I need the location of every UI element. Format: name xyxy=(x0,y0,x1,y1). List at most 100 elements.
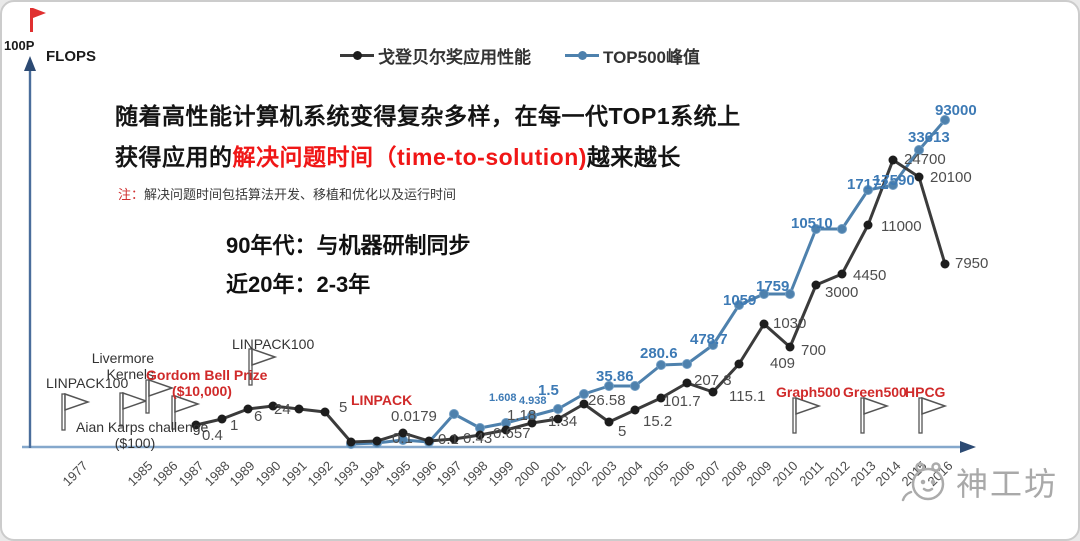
data-point-gordon-bell xyxy=(501,425,511,435)
data-point-gordon-bell xyxy=(372,436,382,446)
legend-marker-black-icon xyxy=(340,51,374,60)
value-label-top500: 93000 xyxy=(935,102,977,119)
data-point-top500 xyxy=(449,409,459,419)
series-line-top500 xyxy=(350,119,947,446)
data-point-top500 xyxy=(553,404,563,414)
data-point-gordon-bell xyxy=(217,414,227,424)
value-label-gordon-bell: 5 xyxy=(339,399,348,416)
data-point-top500 xyxy=(682,359,692,369)
value-label-gordon-bell: 207.3 xyxy=(694,372,732,389)
data-point-gordon-bell xyxy=(320,407,330,417)
milestone-label: LINPACK100 xyxy=(232,336,315,352)
value-label-gordon-bell: 1030 xyxy=(773,315,807,332)
milestone-label: LINPACK xyxy=(351,392,413,408)
x-axis-arrow-icon xyxy=(960,441,976,453)
value-label-gordon-bell: 3000 xyxy=(825,284,859,301)
value-label-gordon-bell: 5 xyxy=(618,423,627,440)
value-label-gordon-bell: 20100 xyxy=(930,169,972,186)
title-line-2: 获得应用的解决问题时间（time-to-solution)越来越长 xyxy=(115,144,681,170)
data-point-top500 xyxy=(811,224,821,234)
data-point-top500 xyxy=(837,224,847,234)
value-label-top500: 280.6 xyxy=(640,345,678,362)
data-point-gordon-bell xyxy=(914,172,924,182)
data-point-gordon-bell xyxy=(734,359,744,369)
data-point-gordon-bell xyxy=(630,405,640,415)
data-point-gordon-bell xyxy=(940,259,950,269)
milestone-flag-icon xyxy=(145,378,175,414)
title-line-1: 随着高性能计算机系统变得复杂多样，在每一代TOP1系统上 xyxy=(115,103,741,129)
data-point-top500 xyxy=(656,360,666,370)
data-point-gordon-bell xyxy=(294,404,304,414)
mascot-logo-icon xyxy=(901,462,945,502)
legend-label: 戈登贝尔奖应用性能 xyxy=(378,48,531,67)
value-label-top500: 35.86 xyxy=(596,368,634,385)
legend: 戈登贝尔奖应用性能 TOP500峰值 xyxy=(340,43,700,68)
value-label-gordon-bell: 24 xyxy=(274,401,291,418)
value-label-top500: 1.5 xyxy=(538,382,559,399)
data-point-gordon-bell xyxy=(243,404,253,414)
data-point-gordon-bell xyxy=(268,401,278,411)
data-point-top500 xyxy=(888,180,898,190)
milestone-label: Graph500 xyxy=(776,384,841,400)
data-point-gordon-bell xyxy=(888,155,898,165)
value-label-gordon-bell: 115.1 xyxy=(729,388,766,405)
data-point-top500 xyxy=(759,289,769,299)
milestone-label: Livermore Kernels xyxy=(91,350,154,382)
note-line: 注：解决问题时间包括算法开发、移植和优化以及运行时间 xyxy=(118,187,457,202)
value-label-gordon-bell: 11000 xyxy=(881,218,922,235)
data-point-gordon-bell xyxy=(759,319,769,329)
data-point-top500 xyxy=(785,289,795,299)
value-label-gordon-bell: 1 xyxy=(230,417,239,434)
data-point-top500 xyxy=(914,145,924,155)
value-label-gordon-bell: 4450 xyxy=(853,267,887,284)
legend-label: TOP500峰值 xyxy=(603,48,701,67)
legend-marker-blue-icon xyxy=(565,51,599,60)
milestone-flag-icon xyxy=(119,391,149,427)
value-label-top500: 1759 xyxy=(756,278,790,295)
title-highlight: 解决问题时间（time-to-solution) xyxy=(232,144,587,170)
data-point-top500 xyxy=(630,381,640,391)
data-point-gordon-bell xyxy=(785,342,795,352)
y-axis-top-label: 100P xyxy=(4,38,35,53)
data-point-gordon-bell xyxy=(475,430,485,440)
value-label-gordon-bell: 0.0179 xyxy=(391,408,437,425)
milestone-flag-icon xyxy=(860,396,890,434)
value-label-gordon-bell: 6 xyxy=(254,408,263,425)
legend-item-top500: TOP500峰值 xyxy=(565,43,700,68)
data-point-gordon-bell xyxy=(837,269,847,279)
value-label-top500: 17172 xyxy=(847,176,889,193)
milestone-flag-icon xyxy=(792,396,822,434)
value-label-top500: 1059 xyxy=(723,292,757,309)
watermark-text: 神工坊 xyxy=(956,466,1059,502)
callout-text: 90年代：与机器研制同步 近20年：2-3年 xyxy=(226,233,471,297)
y-axis-arrow-icon xyxy=(24,56,36,71)
red-flag-mark xyxy=(30,8,46,32)
milestone-flag-icon xyxy=(61,392,91,431)
y-axis-unit-label: FLOPS xyxy=(46,48,97,65)
milestone-flag-icon xyxy=(918,396,948,434)
value-label-gordon-bell: 0.657 xyxy=(493,425,531,442)
data-point-top500 xyxy=(708,340,718,350)
milestone-flag-icon xyxy=(171,394,201,430)
value-label-top500: 478.7 xyxy=(690,331,728,348)
data-point-top500 xyxy=(579,389,589,399)
value-label-gordon-bell: 0.43 xyxy=(463,430,493,447)
data-point-top500 xyxy=(734,300,744,310)
data-point-gordon-bell xyxy=(811,280,821,290)
value-label-gordon-bell: 1.18 xyxy=(507,407,537,424)
data-point-gordon-bell xyxy=(682,378,692,388)
data-point-gordon-bell xyxy=(656,393,666,403)
milestone-label: Green500 xyxy=(843,384,907,400)
value-label-gordon-bell: 24700 xyxy=(904,151,946,168)
value-label-gordon-bell: 0.1 xyxy=(392,430,413,447)
value-label-gordon-bell: 1.34 xyxy=(548,413,578,430)
value-label-gordon-bell: 26.58 xyxy=(588,392,626,409)
data-point-gordon-bell xyxy=(346,437,356,447)
watermark: 神工坊 xyxy=(898,454,1058,510)
value-label-top500: 4.938 xyxy=(519,395,547,407)
value-label-gordon-bell: 409 xyxy=(770,355,796,372)
data-point-gordon-bell xyxy=(424,436,434,446)
page-title: 随着高性能计算机系统变得复杂多样，在每一代TOP1系统上 获得应用的解决问题时间… xyxy=(115,96,741,178)
milestone-label: Gordom Bell Prize ($10,000) xyxy=(146,367,268,399)
